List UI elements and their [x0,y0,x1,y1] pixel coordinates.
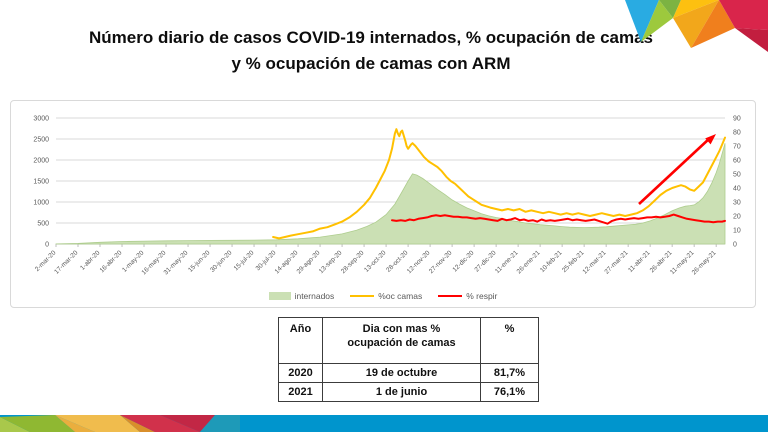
covid-chart-svg: 0 500 1000 1500 2000 2500 3000 0 10 20 30 40 50 60 70 8… [33,116,741,277]
svg-text:26-may-21: 26-may-21 [691,249,718,276]
svg-text:50: 50 [733,172,741,179]
table-cell: 1 de junio [322,382,481,402]
legend-item-oc-camas: %oc camas [350,291,422,301]
trend-arrow [638,134,716,205]
legend-label: % respir [466,291,498,301]
chart-panel: 0 500 1000 1500 2000 2500 3000 0 10 20 30 40 50 60 70 8… [10,100,756,308]
svg-text:3000: 3000 [33,116,49,123]
svg-text:500: 500 [37,221,49,228]
svg-text:0: 0 [45,242,49,249]
footer-decoration-icon [0,415,240,432]
svg-text:30-jun-20: 30-jun-20 [209,249,234,274]
table-cell: 2020 [278,363,323,383]
svg-text:28-sep-20: 28-sep-20 [340,249,366,275]
series--oc-camas [272,128,726,240]
svg-text:11-abr-21: 11-abr-21 [627,249,652,274]
page-title-line2: y % ocupación de camas con ARM [231,54,511,73]
svg-text:16-abr-20: 16-abr-20 [99,249,124,274]
svg-text:10: 10 [733,228,741,235]
table-header-cell: % [480,317,539,364]
legend-item-internados: internados [268,291,335,301]
svg-text:60: 60 [733,158,741,165]
svg-text:40: 40 [733,186,741,193]
svg-text:20: 20 [733,214,741,221]
table-cell: 2021 [278,382,323,402]
svg-text:30: 30 [733,200,741,207]
table-cell: 19 de octubre [322,363,481,383]
footer-bar [0,415,768,432]
svg-text:2500: 2500 [33,137,49,144]
svg-text:17-mar-20: 17-mar-20 [53,249,79,275]
svg-text:15-jul-20: 15-jul-20 [233,249,256,272]
table-header-cell: Dia con mas % ocupación de camas [322,317,481,364]
svg-text:80: 80 [733,130,741,137]
legend-label: internados [294,291,335,301]
page-title-line1: Número diario de casos COVID-19 internad… [89,28,653,47]
summary-table: Año Dia con mas % ocupación de camas % 20… [278,317,539,402]
svg-text:1500: 1500 [33,179,49,186]
svg-text:0: 0 [733,242,737,249]
svg-text:27-nov-20: 27-nov-20 [428,249,454,275]
internados-swatch-icon [268,292,291,300]
svg-text:2000: 2000 [33,158,49,165]
table-header-cell: Año [278,317,323,364]
series---respir [391,213,726,225]
respir-swatch-icon [438,294,463,298]
table-cell: 76,1% [480,382,539,402]
svg-text:12-dic-20: 12-dic-20 [451,249,475,273]
svg-text:10-feb-21: 10-feb-21 [539,249,564,274]
series-internados [55,143,726,245]
table-cell: 81,7% [480,363,539,383]
svg-text:1000: 1000 [33,200,49,207]
table-row: 2021 1 de junio 76,1% [278,382,539,402]
svg-text:70: 70 [733,144,741,151]
corner-decoration-icon [625,0,768,52]
page-title: Número diario de casos COVID-19 internad… [0,25,742,77]
table-header-row: Año Dia con mas % ocupación de camas % [278,317,539,364]
svg-text:26-ene-21: 26-ene-21 [516,249,542,275]
svg-text:90: 90 [733,116,741,123]
table-row: 2020 19 de octubre 81,7% [278,363,539,383]
legend-label: %oc camas [378,291,423,301]
covid-chart: 0 500 1000 1500 2000 2500 3000 0 10 20 30 40 50 60 70 8… [11,101,757,285]
svg-text:31-may-20: 31-may-20 [163,249,190,276]
legend-item-respir: % respir [438,291,497,301]
svg-text:13-oct-20: 13-oct-20 [363,249,388,274]
svg-text:15-jun-20: 15-jun-20 [187,249,212,274]
oc-camas-swatch-icon [350,294,375,298]
chart-legend: internados %oc camas % respir [11,291,755,301]
svg-text:27-mar-21: 27-mar-21 [603,249,629,275]
